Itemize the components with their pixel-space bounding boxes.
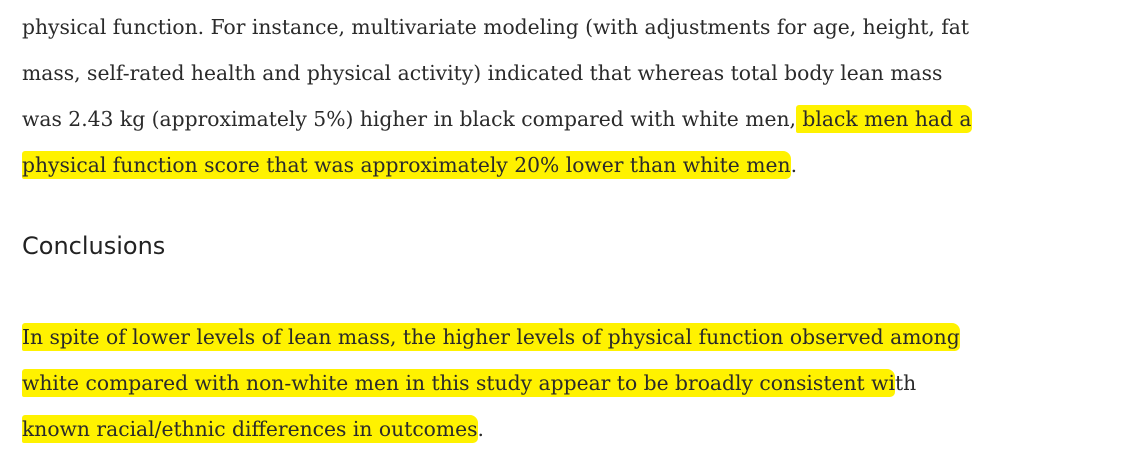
text-line: mass, self-rated health and physical act… xyxy=(22,58,942,88)
highlighted-text: physical function score that was approxi… xyxy=(22,151,791,179)
text-line: physical function score that was approxi… xyxy=(22,150,797,180)
text-line: white compared with non-white men in thi… xyxy=(22,368,916,398)
section-heading: Conclusions xyxy=(22,232,166,260)
highlighted-text: white compared with non-white men in thi… xyxy=(22,369,895,397)
text: th xyxy=(895,371,917,395)
text: . xyxy=(790,153,798,177)
text-line: physical function. For instance, multiva… xyxy=(22,12,969,42)
highlighted-text: known racial/ethnic differences in outco… xyxy=(22,415,478,443)
text: was 2.43 kg (approximately 5%) higher in… xyxy=(22,107,796,131)
highlighted-text: In spite of lower levels of lean mass, t… xyxy=(22,323,960,351)
text-line: In spite of lower levels of lean mass, t… xyxy=(22,322,960,352)
text: . xyxy=(477,417,484,441)
text: physical function. For instance, multiva… xyxy=(22,15,970,39)
text-line: known racial/ethnic differences in outco… xyxy=(22,414,484,444)
highlighted-text: black men had a xyxy=(795,105,972,133)
text: mass, self-rated health and physical act… xyxy=(22,61,943,85)
text-line: was 2.43 kg (approximately 5%) higher in… xyxy=(22,104,972,134)
